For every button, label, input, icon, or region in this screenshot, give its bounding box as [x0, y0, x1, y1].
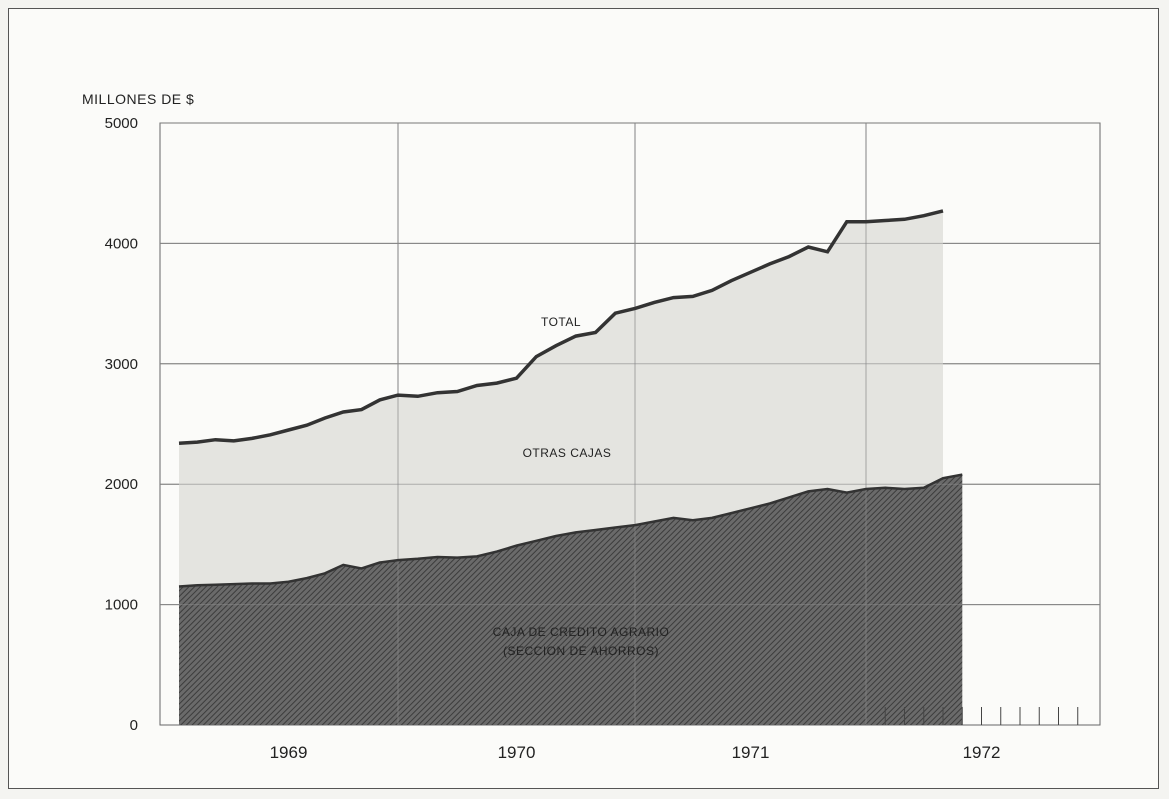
y-tick-label: 3000: [105, 356, 138, 373]
caja-credito-agrario-series-label: (SECCION DE AHORROS): [503, 644, 659, 658]
otras-cajas-series-label: OTRAS CAJAS: [523, 446, 612, 460]
x-year-label: 1972: [963, 743, 1001, 762]
x-year-label: 1971: [732, 743, 770, 762]
y-tick-label: 2000: [105, 476, 138, 493]
y-tick-label: 4000: [105, 235, 138, 252]
x-year-label: 1969: [270, 743, 308, 762]
x-year-label: 1970: [498, 743, 536, 762]
caja-credito-agrario-series-label: CAJA DE CREDITO AGRARIO: [493, 625, 670, 639]
y-tick-label: 1000: [105, 597, 138, 614]
total-series-label: TOTAL: [541, 315, 581, 329]
total-line: [178, 209, 944, 446]
caja-credito-agrario-line: [178, 473, 963, 588]
y-axis-unit-label: MILLONES DE $: [82, 91, 194, 107]
y-tick-label: 0: [130, 717, 138, 734]
caja-credito-agrario-area: [179, 474, 963, 725]
y-tick-label: 5000: [105, 115, 138, 132]
